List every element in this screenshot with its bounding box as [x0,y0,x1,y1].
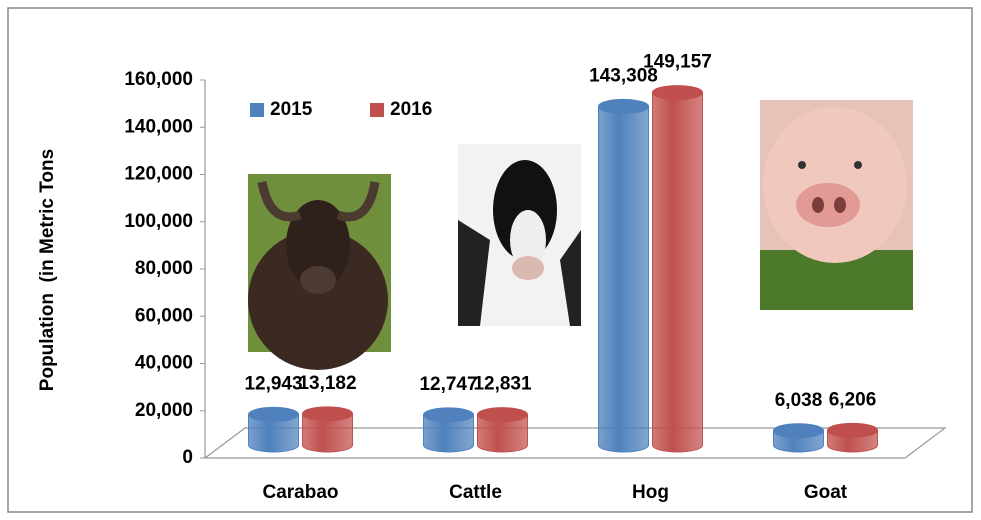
x-tick-label: Goat [804,482,848,503]
y-tick-label: 40,000 [135,353,193,374]
legend-label: 2015 [270,99,313,120]
value-label: 143,308 [589,65,658,86]
y-tick-label: 120,000 [124,164,193,185]
carabao-picture [248,174,391,370]
value-label: 6,038 [775,390,823,411]
value-label: 13,182 [298,373,356,394]
value-label: 12,747 [419,374,477,395]
y-tick-label: 20,000 [135,400,193,421]
floor [203,427,947,459]
value-label: 149,157 [643,52,712,73]
y-tick-label: 0 [182,447,193,468]
bar-top [773,423,824,439]
bar-top [477,407,528,423]
legend-swatch [370,103,384,117]
value-label: 12,943 [244,373,302,394]
value-label: 12,831 [473,374,532,395]
y-axis-label: Population (in Metric Tons [37,149,58,391]
y-tick-label: 60,000 [135,305,193,326]
bar-top [598,98,649,114]
bar-top [423,407,474,423]
bar-top [652,85,703,101]
cattle-picture [458,144,581,326]
legend-label: 2016 [390,99,432,120]
bar [652,92,703,453]
x-tick-label: Hog [632,482,669,503]
bar-top [302,406,353,422]
legend-swatch [250,103,264,117]
bar [477,414,528,453]
bar [302,413,353,453]
y-tick-label: 140,000 [124,116,193,137]
y-tick-label: 100,000 [124,211,193,232]
bar [248,413,299,453]
y-tick-label: 160,000 [124,69,193,90]
value-label: 6,206 [829,389,877,410]
y-tick-label: 80,000 [135,258,193,279]
hog-picture [760,100,913,310]
x-tick-label: Carabao [262,482,338,503]
x-tick-label: Cattle [449,482,502,503]
bar [423,414,474,453]
bar-top [827,422,878,438]
bar [598,105,649,453]
bar-top [248,406,299,422]
